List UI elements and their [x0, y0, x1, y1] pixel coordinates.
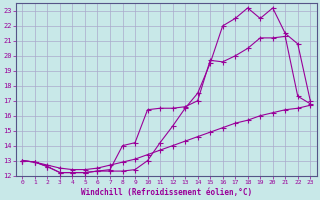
X-axis label: Windchill (Refroidissement éolien,°C): Windchill (Refroidissement éolien,°C) — [81, 188, 252, 197]
